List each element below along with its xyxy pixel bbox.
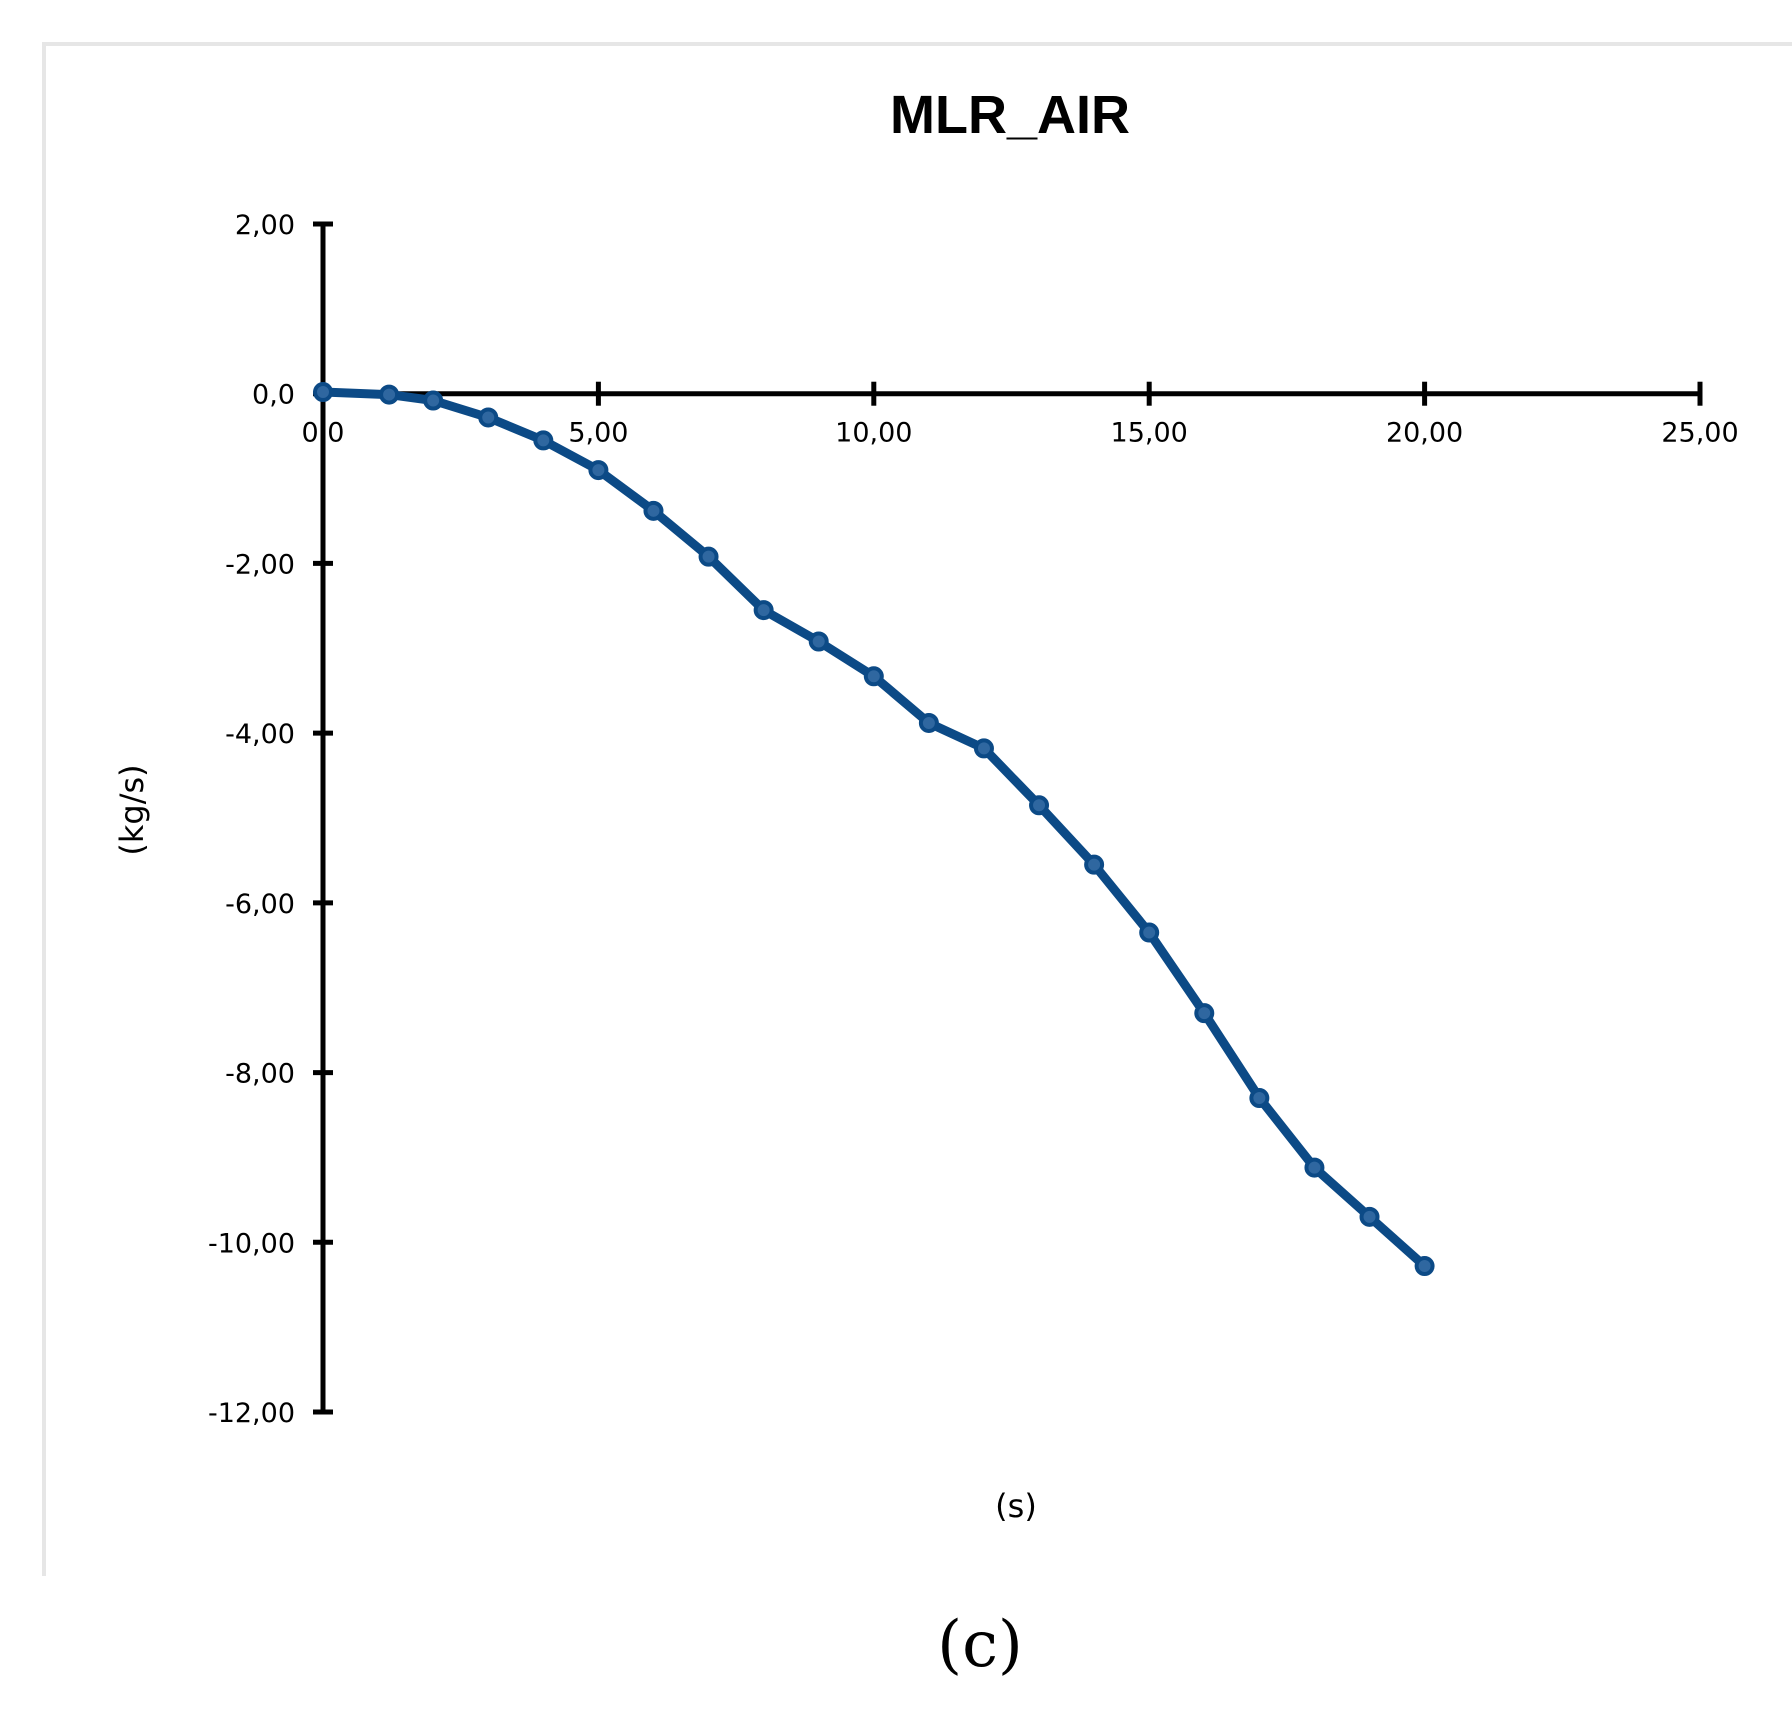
y-tick-label: 0,0	[252, 380, 295, 411]
y-axis-title: (kg/s)	[113, 764, 151, 855]
data-point	[1029, 795, 1050, 816]
y-tick-label: -10,00	[208, 1228, 295, 1259]
data-point	[588, 460, 609, 481]
data-point	[1139, 922, 1160, 943]
x-axis-ticks: 0,0 5,00 10,00 15,00 20,00 25,00	[302, 381, 1739, 449]
data-point	[1194, 1003, 1215, 1024]
y-tick-label: -6,00	[225, 889, 295, 920]
data-point	[478, 407, 499, 428]
x-tick-label: 25,00	[1661, 418, 1738, 449]
data-point	[1304, 1157, 1325, 1178]
x-tick-label: 15,00	[1111, 418, 1188, 449]
y-axis-ticks: 2,00 0,0 -2,00 -4,00 -6,00 -8,00 -10,00 -12,00	[208, 210, 333, 1429]
y-tick-label: 2,00	[235, 210, 295, 241]
y-tick-label: -2,00	[225, 549, 295, 580]
data-point	[379, 384, 400, 405]
data-point	[973, 738, 994, 759]
data-point	[808, 631, 829, 652]
series-group	[313, 382, 1435, 1277]
figure-caption: (c)	[937, 1608, 1023, 1682]
data-point	[753, 600, 774, 621]
series-line	[318, 387, 1430, 1271]
data-point	[698, 546, 719, 567]
y-tick-label: -8,00	[225, 1059, 295, 1090]
x-tick-label: 0,0	[302, 418, 345, 449]
data-point	[313, 382, 333, 403]
chart-title: MLR_AIR	[890, 85, 1130, 145]
data-point	[423, 390, 444, 411]
data-point	[918, 712, 939, 733]
y-tick-label: -12,00	[208, 1398, 295, 1429]
data-point	[1084, 854, 1105, 875]
data-point	[1359, 1206, 1380, 1227]
data-point	[533, 430, 554, 451]
x-tick-label: 20,00	[1386, 418, 1463, 449]
data-point	[863, 666, 884, 687]
x-tick-label: 10,00	[835, 418, 912, 449]
x-tick-label: 5,00	[568, 418, 628, 449]
data-point	[1249, 1088, 1270, 1109]
axes	[320, 224, 1700, 1412]
y-tick-label: -4,00	[225, 719, 295, 750]
data-point	[643, 500, 664, 521]
data-point	[1414, 1256, 1435, 1277]
x-axis-title: (s)	[995, 1487, 1037, 1525]
